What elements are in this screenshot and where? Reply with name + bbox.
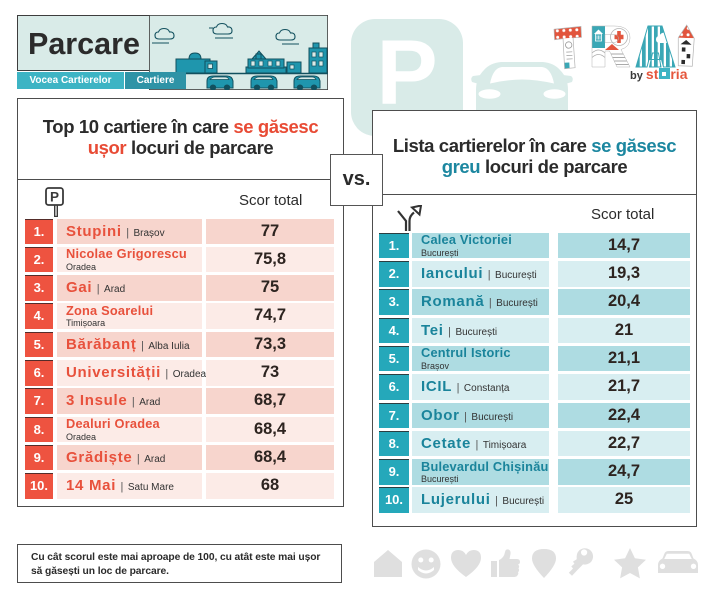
svg-text:P: P: [50, 190, 59, 205]
